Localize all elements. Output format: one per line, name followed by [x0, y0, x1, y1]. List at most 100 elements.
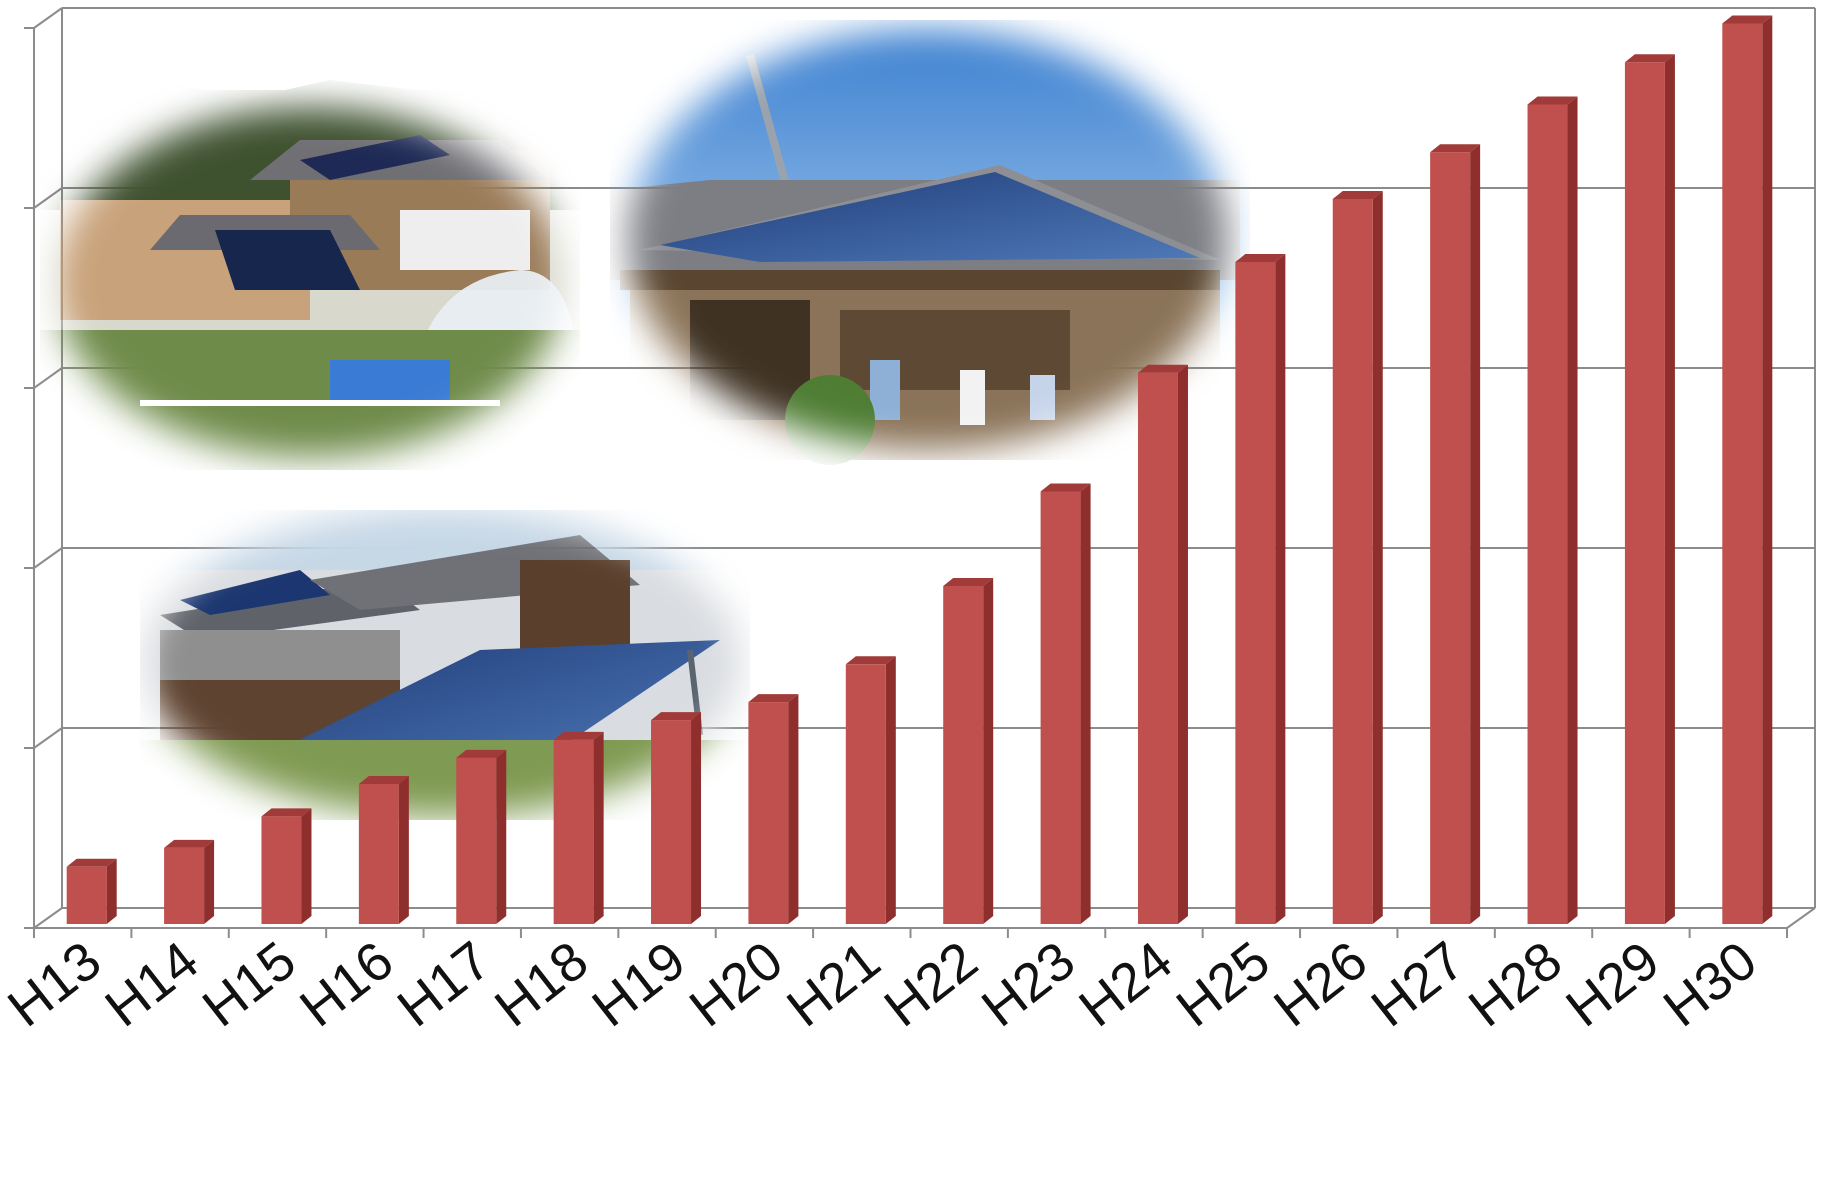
bar-front — [943, 586, 984, 924]
x-tick-label: H28 — [1458, 930, 1573, 1038]
bar-side — [106, 858, 117, 924]
x-tick-label: H30 — [1653, 930, 1768, 1038]
bar-side — [1664, 54, 1675, 924]
bar-top — [943, 578, 994, 586]
bar-side — [1177, 364, 1188, 924]
bar-side — [885, 656, 896, 924]
gridline-side — [33, 7, 63, 29]
x-tick-label: H13 — [0, 930, 112, 1038]
bar-side — [1275, 254, 1286, 924]
x-tick-label: H24 — [1068, 930, 1183, 1038]
gridline-side — [33, 547, 63, 569]
gridline-side — [33, 727, 63, 749]
bar-top — [1527, 96, 1578, 105]
x-tick-label: H17 — [387, 930, 502, 1038]
bar-top — [358, 776, 409, 784]
bar-front — [164, 847, 205, 924]
bar-top — [748, 694, 799, 703]
bar-side — [398, 776, 409, 924]
bar-front — [1722, 23, 1763, 924]
bar-side — [204, 839, 215, 924]
x-tick-label: H25 — [1166, 930, 1281, 1038]
photo-ground-mounted-solar — [140, 510, 750, 820]
bar-top — [1332, 191, 1383, 199]
bar-side — [1080, 483, 1091, 924]
bar-front — [261, 816, 302, 924]
bar-front — [1430, 152, 1471, 924]
bar-side — [301, 808, 312, 924]
bar-top — [1235, 254, 1286, 262]
bar-top — [261, 808, 312, 817]
x-tick-label: H27 — [1361, 930, 1476, 1038]
bars — [66, 15, 1773, 924]
bar-top — [1137, 364, 1188, 373]
bar-front — [456, 757, 497, 924]
bar-H21 — [845, 656, 896, 924]
bar-top — [651, 712, 702, 721]
bar-H27 — [1430, 144, 1481, 924]
bar-H29 — [1624, 54, 1675, 924]
bar-top — [66, 858, 117, 867]
bar-side — [691, 712, 702, 924]
bar-H13 — [66, 858, 117, 924]
bar-side — [788, 694, 799, 924]
bar-side — [1762, 15, 1773, 924]
bar-top — [1040, 483, 1091, 492]
bar-H28 — [1527, 96, 1578, 924]
bar-front — [1040, 491, 1081, 924]
bar-H14 — [164, 839, 215, 924]
bar-top — [456, 749, 507, 758]
bar-H15 — [261, 808, 312, 924]
photo-house-rooftop-solar — [40, 80, 580, 470]
bar-front — [66, 866, 107, 924]
bar-H25 — [1235, 254, 1286, 924]
x-tick-label: H29 — [1555, 930, 1670, 1038]
bar-front — [1332, 199, 1373, 924]
bar-top — [845, 656, 896, 665]
gridline-side — [33, 907, 63, 929]
bar-H19 — [651, 712, 702, 924]
bar-side — [1567, 96, 1578, 924]
bar-front — [845, 664, 886, 924]
x-axis-tick-labels: H13H14H15H16H17H18H19H20H21H22H23H24H25H… — [0, 930, 1768, 1038]
bar-front — [358, 784, 399, 924]
x-tick-label: H16 — [289, 930, 404, 1038]
x-tick-label: H23 — [971, 930, 1086, 1038]
bar-side — [593, 731, 604, 924]
bar-front — [1527, 104, 1568, 924]
bar-top — [164, 839, 215, 848]
bar-top — [1430, 144, 1481, 153]
bar-front — [1137, 372, 1178, 924]
x-tick-label: H22 — [874, 930, 989, 1038]
bar-side — [1470, 144, 1481, 924]
bar-top — [1624, 54, 1675, 63]
bar-front — [651, 720, 692, 924]
x-tick-label: H26 — [1263, 930, 1378, 1038]
bar-H22 — [943, 578, 994, 924]
bar-H20 — [748, 694, 799, 924]
bar-front — [1235, 262, 1276, 924]
bar-side — [1372, 191, 1383, 924]
bar-H26 — [1332, 191, 1383, 924]
x-tick-label: H20 — [679, 930, 794, 1038]
bar-H30 — [1722, 15, 1773, 924]
floor-right-edge — [1786, 907, 1816, 929]
x-tick-label: H14 — [94, 930, 209, 1038]
bar-side — [496, 749, 507, 924]
bar-front — [1624, 62, 1665, 924]
bar-top — [553, 731, 604, 740]
bar-H16 — [358, 776, 409, 924]
bar-H23 — [1040, 483, 1091, 924]
bar-top — [1722, 15, 1773, 24]
bar-side — [983, 578, 994, 924]
x-tick-label: H21 — [776, 930, 891, 1038]
bar-front — [748, 702, 789, 924]
photo-traditional-house-solar — [610, 20, 1250, 465]
bar-H24 — [1137, 364, 1188, 924]
x-tick-label: H15 — [192, 930, 307, 1038]
bar-H18 — [553, 731, 604, 924]
x-tick-label: H18 — [484, 930, 599, 1038]
bar-front — [553, 739, 594, 924]
